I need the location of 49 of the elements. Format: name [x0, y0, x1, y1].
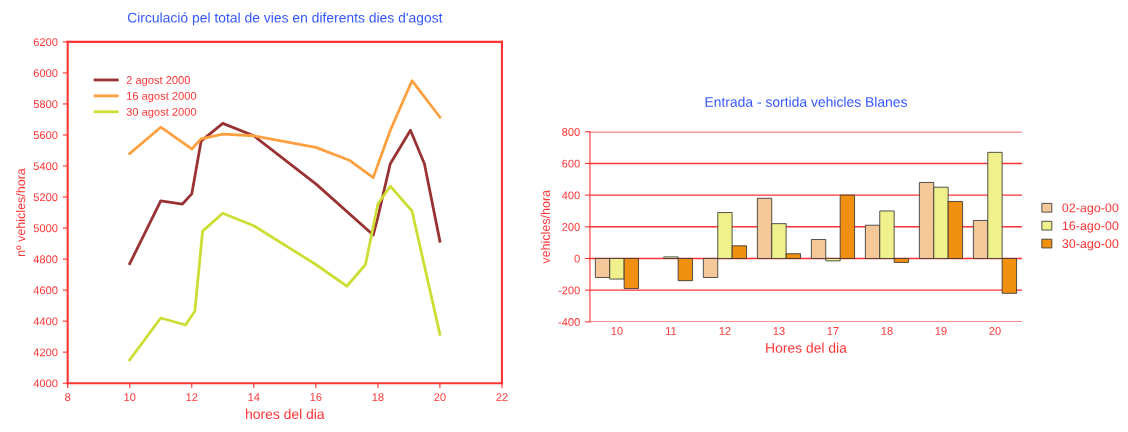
legend-label: 16 agost 2000: [127, 92, 197, 103]
y-tick-label: 600: [562, 159, 580, 168]
y-tick-label: 0: [574, 254, 580, 263]
x-tick-label: 18: [881, 326, 893, 335]
x-tick-label: 16: [310, 393, 322, 402]
chart-title: Circulació pel total de vies en diferents dies d'agost: [127, 12, 443, 26]
y-tick-label: 4200: [33, 348, 58, 357]
x-tick-label: 11: [666, 327, 677, 335]
y-tick-label: 5200: [33, 193, 58, 202]
legend-label: 02-ago-00: [1062, 203, 1119, 215]
y-tick-label: 6000: [33, 69, 58, 78]
legend-label: 16-ago-00: [1062, 221, 1119, 233]
y-tick-label: 400: [561, 191, 580, 200]
x-tick-label: 22: [496, 393, 508, 401]
x-tick-label: 12: [186, 393, 198, 401]
x-tick-label: 14: [248, 393, 260, 401]
line-series: [128, 184, 442, 362]
y-tick-label: 5800: [33, 100, 58, 109]
y-tick-label: -200: [558, 286, 580, 295]
y-tick-label: 5000: [33, 224, 58, 233]
line-series: [128, 121, 442, 266]
y-tick-label: -400: [558, 318, 580, 326]
x-tick-label: 20: [434, 393, 446, 402]
legend-label: 2 agost 2000: [126, 76, 190, 87]
x-tick-label: 10: [611, 326, 623, 335]
y-axis-title: nº vehicles/hora: [16, 168, 26, 257]
y-tick-label: 4000: [33, 379, 58, 388]
x-tick-label: 8: [65, 393, 71, 402]
x-tick-label: 12: [719, 326, 731, 335]
x-tick-label: 13: [773, 326, 785, 335]
x-tick-label: 18: [372, 393, 384, 402]
chart-title: Entrada - sortida vehicles Blanes: [705, 96, 907, 107]
x-tick-label: 19: [935, 326, 947, 335]
x-axis-title: hores del dia: [246, 408, 325, 420]
y-tick-label: 5600: [33, 131, 58, 140]
legend-label: 30 agost 2000: [126, 107, 197, 118]
x-tick-label: 10: [124, 393, 136, 402]
x-axis-title: Hores del dia: [766, 342, 847, 353]
x-tick-label: 20: [989, 326, 1001, 335]
y-tick-label: 800: [562, 128, 580, 136]
y-tick-label: 5400: [33, 162, 58, 171]
y-tick-label: 200: [562, 223, 580, 231]
y-tick-label: 4400: [33, 317, 58, 326]
y-tick-label: 4600: [33, 286, 58, 295]
x-tick-label: 17: [827, 327, 839, 335]
y-axis-title: vehicles/hora: [540, 189, 550, 264]
y-tick-label: 6200: [33, 38, 58, 47]
legend-label: 30-ago-00: [1062, 239, 1119, 251]
y-tick-label: 4800: [33, 255, 58, 264]
